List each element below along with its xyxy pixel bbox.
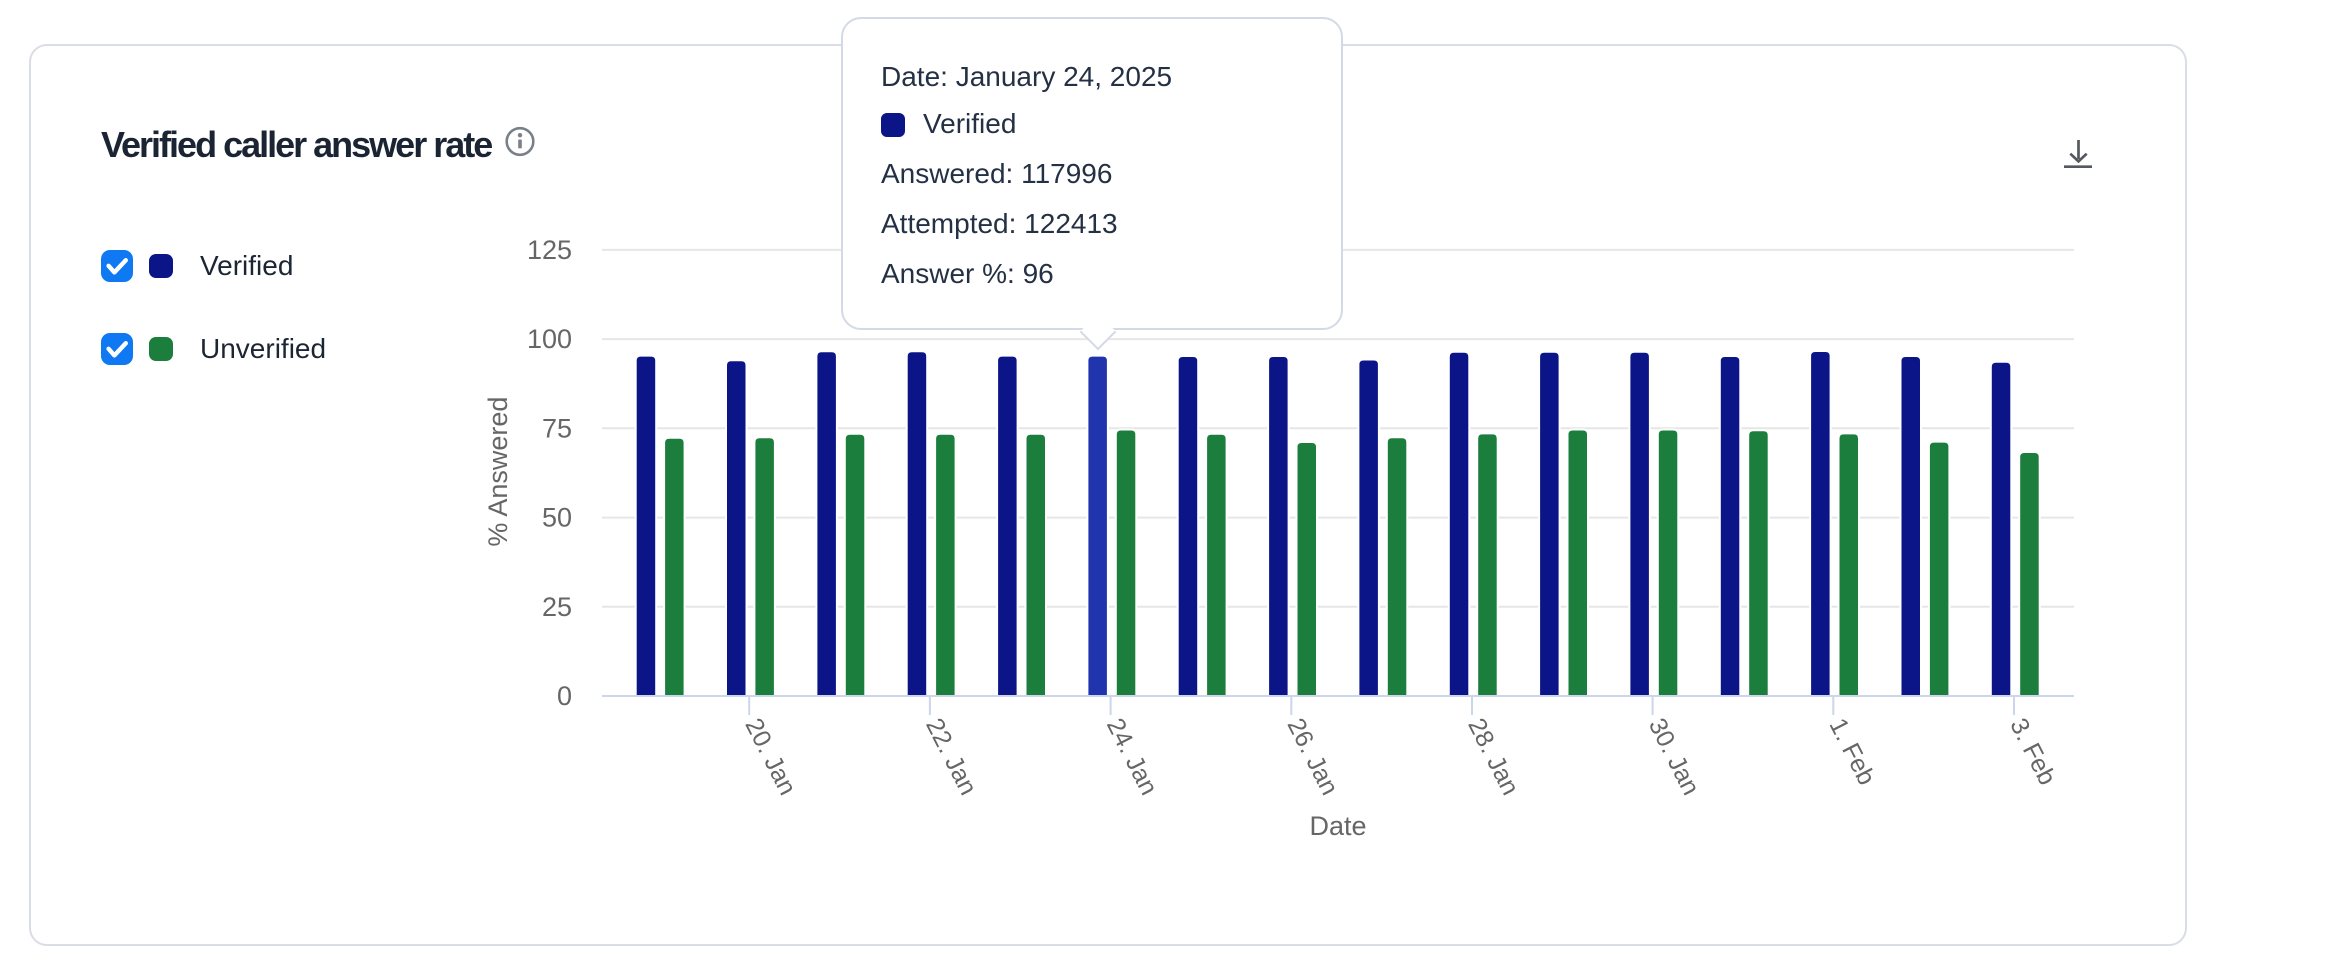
svg-text:3. Feb: 3. Feb (2004, 714, 2061, 790)
svg-text:1. Feb: 1. Feb (1824, 714, 1881, 790)
svg-text:% Answered: % Answered (483, 397, 513, 547)
svg-text:30. Jan: 30. Jan (1643, 714, 1705, 800)
svg-text:24. Jan: 24. Jan (1101, 714, 1163, 800)
svg-text:20. Jan: 20. Jan (739, 714, 801, 800)
svg-text:26. Jan: 26. Jan (1282, 714, 1344, 800)
svg-text:125: 125 (527, 235, 572, 265)
svg-text:0: 0 (557, 681, 572, 711)
svg-text:25: 25 (542, 592, 572, 622)
svg-text:100: 100 (527, 324, 572, 354)
svg-text:Date: Date (1309, 811, 1366, 841)
svg-text:22. Jan: 22. Jan (920, 714, 982, 800)
svg-text:50: 50 (542, 503, 572, 533)
svg-text:28. Jan: 28. Jan (1462, 714, 1524, 800)
svg-text:75: 75 (542, 413, 572, 443)
